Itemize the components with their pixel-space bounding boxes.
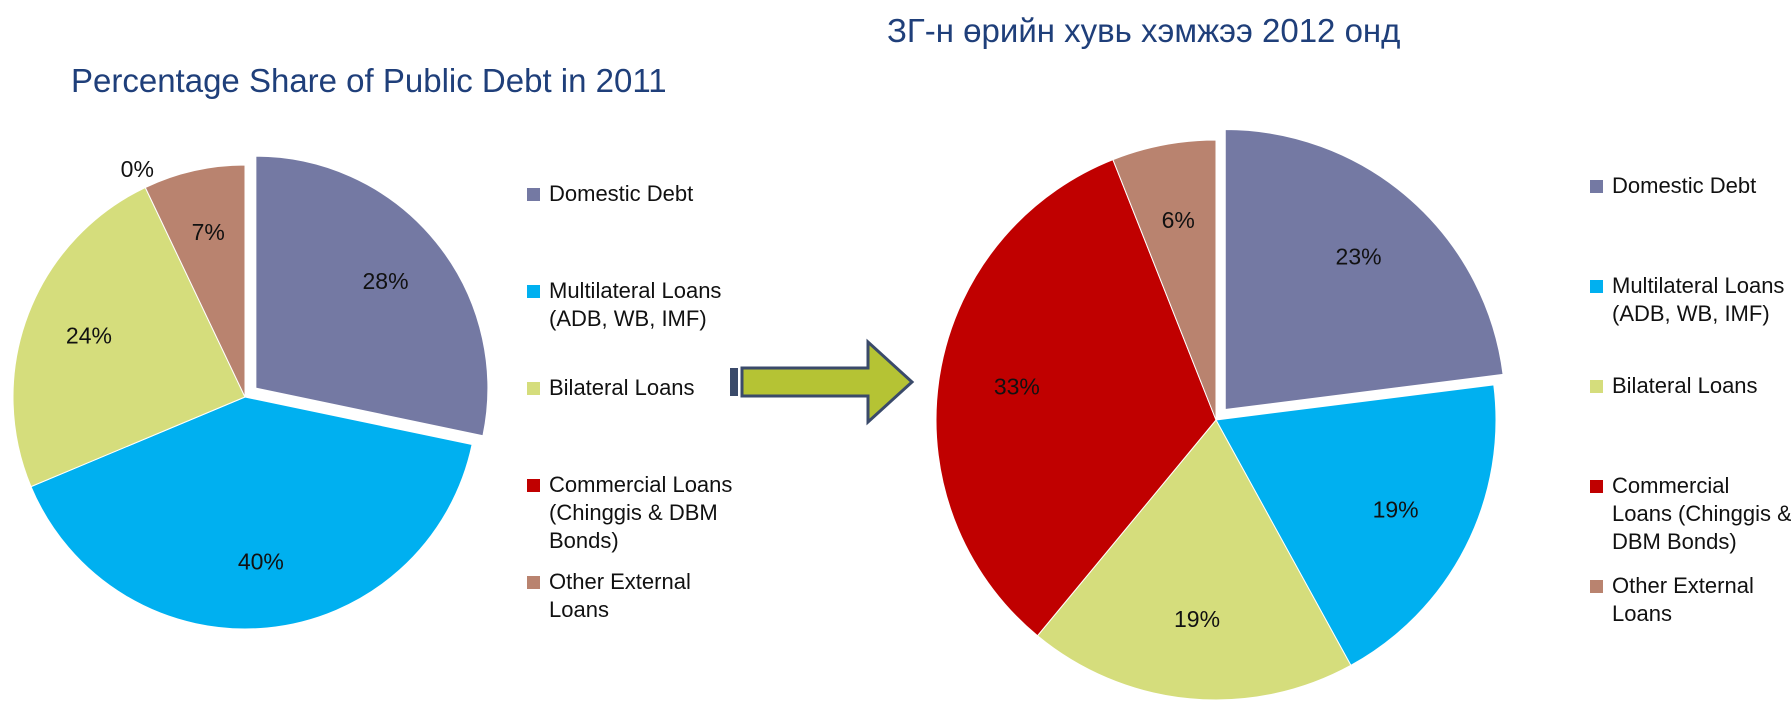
data-label: 24% [66, 322, 112, 348]
legend-label: Multilateral Loans (ADB, WB, IMF) [549, 278, 722, 331]
data-label: 28% [362, 268, 408, 294]
legend-item: Commercial Loans (Chinggis & DBM Bonds) [527, 471, 749, 555]
legend-item: Multilateral Loans (ADB, WB, IMF) [1590, 272, 1791, 328]
legend-swatch [527, 285, 540, 298]
legend-swatch [527, 188, 540, 201]
legend-item: Domestic Debt [1590, 172, 1791, 200]
legend-label: Multilateral Loans (ADB, WB, IMF) [1612, 273, 1785, 326]
legend-item: Bilateral Loans [527, 374, 749, 402]
pie-slice [1224, 128, 1504, 411]
legend-item: Other External Loans [527, 568, 749, 624]
legend-swatch [527, 576, 540, 589]
data-label: 7% [192, 219, 225, 245]
legend-swatch [1590, 280, 1603, 293]
pie-slice [144, 164, 246, 398]
data-label: 33% [994, 374, 1040, 400]
legend-label: Other External Loans [549, 569, 691, 622]
pie-slice [1215, 384, 1497, 667]
legend-label: Domestic Debt [549, 181, 694, 206]
legend-item: Other External Loans [1590, 572, 1791, 628]
legend-item: Domestic Debt [527, 180, 749, 208]
legend-label: Bilateral Loans [1612, 373, 1758, 398]
pie-slice [12, 186, 246, 488]
legend-label: Other External Loans [1612, 573, 1754, 626]
data-label: 19% [1174, 606, 1220, 632]
pie-slice [935, 159, 1217, 637]
legend-item: Multilateral Loans (ADB, WB, IMF) [527, 277, 749, 333]
arrow [740, 338, 915, 426]
data-label: 0% [121, 156, 154, 182]
data-label: 40% [238, 548, 284, 574]
data-label: 23% [1336, 243, 1382, 269]
data-label: 6% [1162, 207, 1195, 233]
data-label: 19% [1373, 497, 1419, 523]
chart-title: ЗГ-н өрийн хувь хэмжээ 2012 онд [887, 12, 1401, 49]
legend-label: Commercial Loans (Chinggis & DBM Bonds) [549, 472, 733, 553]
arrow-tail [730, 368, 738, 396]
pie-slice [1036, 419, 1352, 701]
pie-slice [255, 155, 489, 437]
legend-item: Bilateral Loans [1590, 372, 1791, 400]
legend-swatch [1590, 380, 1603, 393]
legend-swatch [1590, 480, 1603, 493]
pie-slice [1112, 139, 1217, 421]
legend-swatch [527, 479, 540, 492]
legend-item: Commercial Loans (Chinggis & DBM Bonds) [1590, 472, 1791, 556]
legend-swatch [527, 382, 540, 395]
legend-swatch [1590, 580, 1603, 593]
pie-slice [30, 396, 473, 630]
legend-label: Domestic Debt [1612, 173, 1757, 198]
legend-swatch [1590, 180, 1603, 193]
chart-title: Percentage Share of Public Debt in 2011 [71, 62, 667, 99]
legend-label: Bilateral Loans [549, 375, 695, 400]
legend-label: Commercial Loans (Chinggis & DBM Bonds) [1612, 473, 1791, 554]
